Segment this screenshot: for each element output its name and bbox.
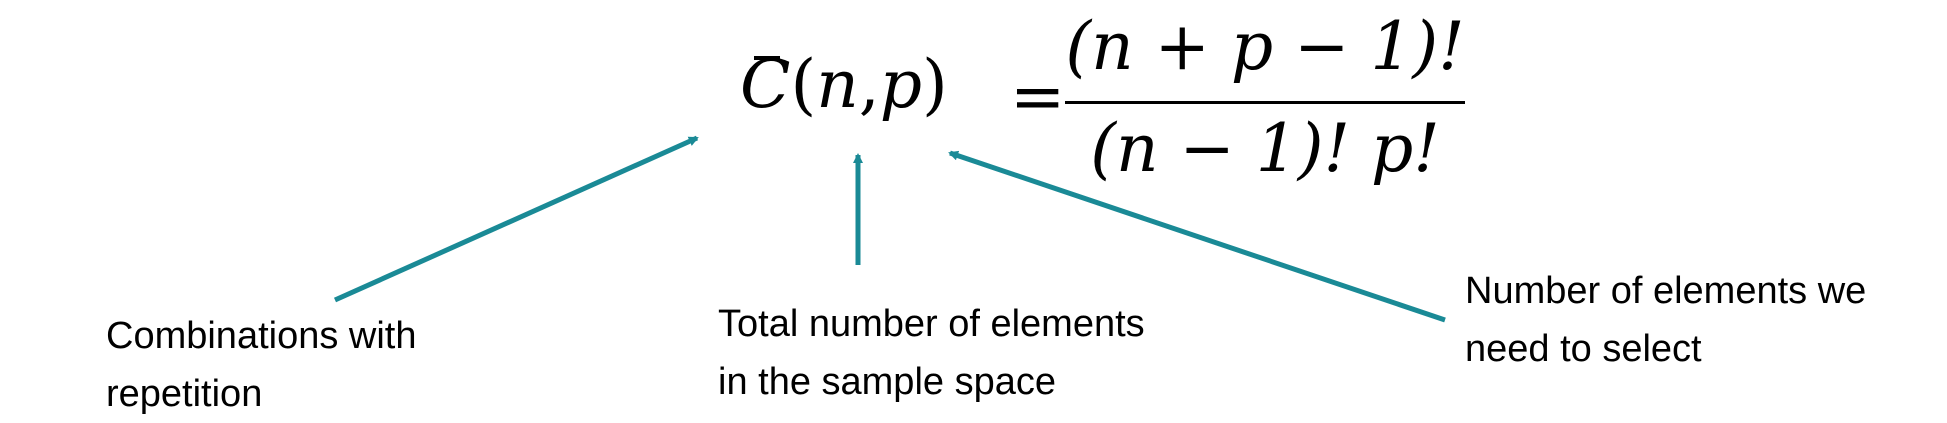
arrow-to-p (948, 150, 1446, 323)
arrow-to-combination-symbol (333, 135, 699, 303)
lhs-close-paren: ) (922, 46, 948, 123)
label-total-elements: Total number of elements in the sample s… (718, 295, 1258, 411)
label-line: in the sample space (718, 361, 1056, 403)
label-line: Total number of elements (718, 303, 1145, 345)
variable-p: p (879, 46, 922, 123)
fraction-bar (1065, 101, 1465, 104)
fraction-numerator: (n + p − 1)! (1065, 8, 1465, 85)
lhs-comma: , (858, 46, 880, 123)
fraction-denominator: (n − 1)! p! (1090, 110, 1440, 187)
label-combinations-with-repetition: Combinations with repetition (106, 307, 526, 423)
label-line: Combinations with (106, 315, 417, 357)
label-line: Number of elements we (1465, 270, 1867, 312)
label-elements-to-select: Number of elements we need to select (1465, 262, 1945, 378)
label-line: need to select (1465, 328, 1702, 370)
formula-lhs: C(n,p) (740, 52, 948, 118)
variable-n: n (816, 46, 859, 123)
lhs-open-paren: ( (790, 46, 817, 123)
equals-sign: = (1010, 58, 1066, 135)
label-line: repetition (106, 373, 263, 415)
combination-symbol: C (740, 46, 791, 123)
